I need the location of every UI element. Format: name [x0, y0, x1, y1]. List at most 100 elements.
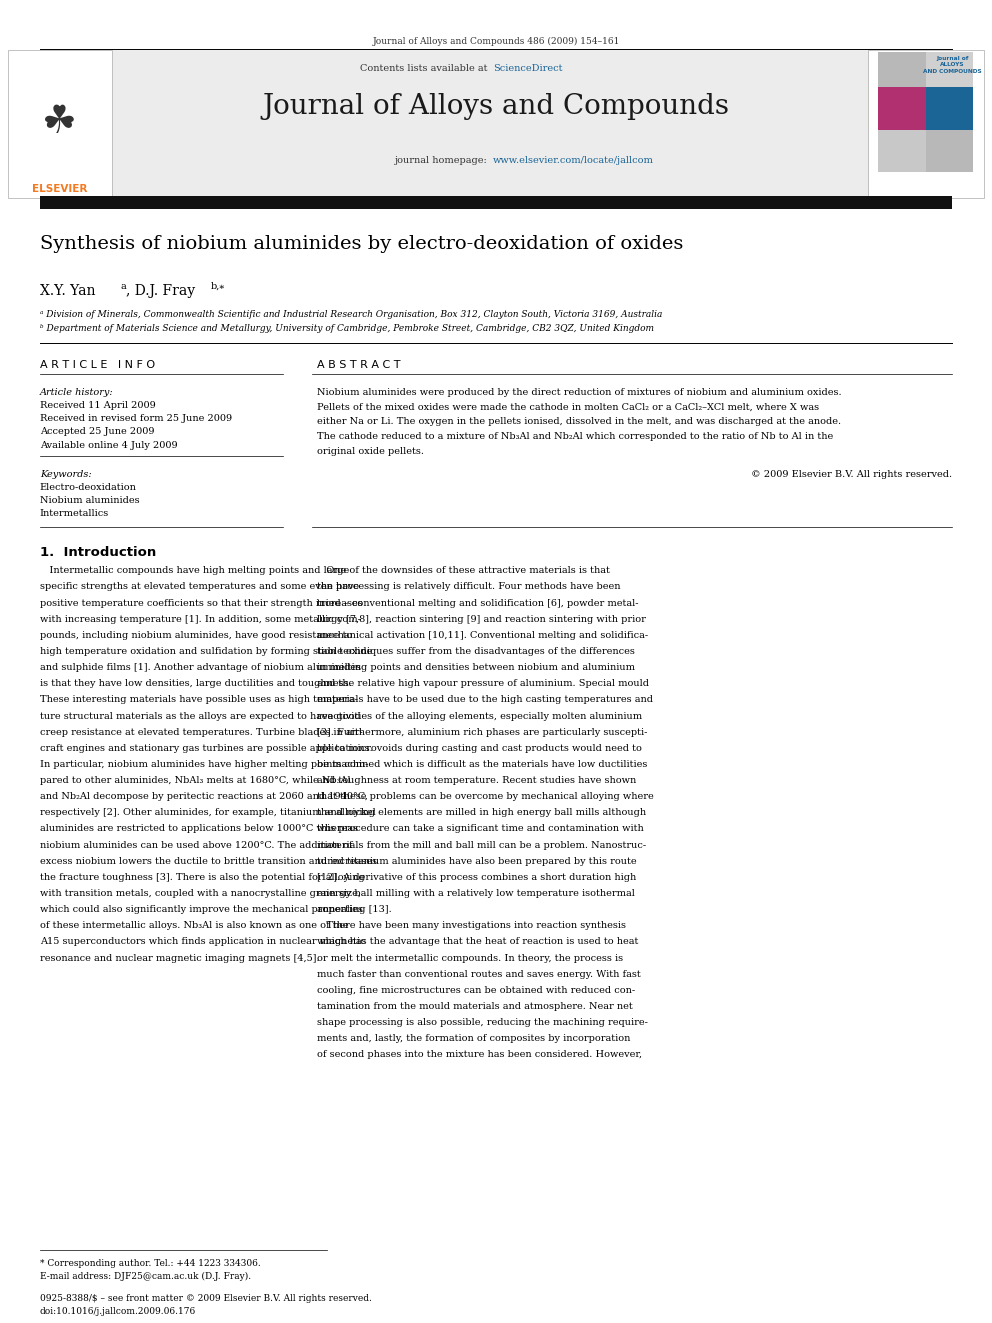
- Text: niobium aluminides can be used above 1200°C. The addition of: niobium aluminides can be used above 120…: [40, 840, 352, 849]
- Text: b,⁎: b,⁎: [210, 282, 224, 291]
- Text: much faster than conventional routes and saves energy. With fast: much faster than conventional routes and…: [317, 970, 641, 979]
- Text: A15 superconductors which finds application in nuclear magnetic: A15 superconductors which finds applicat…: [40, 938, 365, 946]
- Text: These interesting materials have possible uses as high tempera-: These interesting materials have possibl…: [40, 696, 357, 704]
- Text: A B S T R A C T: A B S T R A C T: [317, 360, 401, 370]
- Text: * Corresponding author. Tel.: +44 1223 334306.: * Corresponding author. Tel.: +44 1223 3…: [40, 1259, 261, 1269]
- Bar: [926, 87, 973, 130]
- Text: Accepted 25 June 2009: Accepted 25 June 2009: [40, 427, 154, 437]
- Text: of these intermetallic alloys. Nb₃Al is also known as one of the: of these intermetallic alloys. Nb₃Al is …: [40, 921, 348, 930]
- Text: annealing [13].: annealing [13].: [317, 905, 392, 914]
- Text: and sulphide films [1]. Another advantage of niobium aluminides: and sulphide films [1]. Another advantag…: [40, 663, 361, 672]
- Text: ScienceDirect: ScienceDirect: [493, 64, 562, 73]
- Text: [3]. Furthermore, aluminium rich phases are particularly suscepti-: [3]. Furthermore, aluminium rich phases …: [317, 728, 648, 737]
- Text: and the relative high vapour pressure of aluminium. Special mould: and the relative high vapour pressure of…: [317, 679, 650, 688]
- Text: ments and, lastly, the formation of composites by incorporation: ments and, lastly, the formation of comp…: [317, 1035, 631, 1044]
- Text: reactivities of the alloying elements, especially molten aluminium: reactivities of the alloying elements, e…: [317, 712, 643, 721]
- Text: A R T I C L E   I N F O: A R T I C L E I N F O: [40, 360, 155, 370]
- Text: Niobium aluminides were produced by the direct reduction of mixtures of niobium : Niobium aluminides were produced by the …: [317, 388, 842, 397]
- Text: Keywords:: Keywords:: [40, 470, 91, 479]
- Text: a: a: [120, 282, 126, 291]
- Text: ble to microvoids during casting and cast products would need to: ble to microvoids during casting and cas…: [317, 744, 642, 753]
- Text: mechanical activation [10,11]. Conventional melting and solidifica-: mechanical activation [10,11]. Conventio…: [317, 631, 649, 640]
- Bar: [926, 130, 973, 172]
- Text: specific strengths at elevated temperatures and some even have: specific strengths at elevated temperatu…: [40, 582, 359, 591]
- Bar: [926, 52, 973, 89]
- Text: Electro-deoxidation: Electro-deoxidation: [40, 483, 137, 492]
- Text: the fracture toughness [3]. There is also the potential for alloying: the fracture toughness [3]. There is als…: [40, 873, 364, 882]
- Text: materials have to be used due to the high casting temperatures and: materials have to be used due to the hig…: [317, 696, 654, 704]
- Text: Intermetallics: Intermetallics: [40, 509, 109, 519]
- Text: craft engines and stationary gas turbines are possible applications.: craft engines and stationary gas turbine…: [40, 744, 372, 753]
- Text: and toughness at room temperature. Recent studies have shown: and toughness at room temperature. Recen…: [317, 777, 637, 785]
- Text: X.Y. Yan: X.Y. Yan: [40, 284, 95, 299]
- Text: with transition metals, coupled with a nanocrystalline grain size,: with transition metals, coupled with a n…: [40, 889, 361, 898]
- Text: in melting points and densities between niobium and aluminium: in melting points and densities between …: [317, 663, 636, 672]
- Text: tamination from the mould materials and atmosphere. Near net: tamination from the mould materials and …: [317, 1002, 633, 1011]
- Text: or melt the intermetallic compounds. In theory, the process is: or melt the intermetallic compounds. In …: [317, 954, 624, 963]
- Text: Pellets of the mixed oxides were made the cathode in molten CaCl₂ or a CaCl₂–XCl: Pellets of the mixed oxides were made th…: [317, 402, 819, 411]
- Bar: [878, 52, 926, 89]
- Text: Intermetallic compounds have high melting points and large: Intermetallic compounds have high meltin…: [40, 566, 349, 576]
- Text: www.elsevier.com/locate/jallcom: www.elsevier.com/locate/jallcom: [493, 156, 654, 165]
- Bar: [878, 130, 926, 172]
- Text: 0925-8388/$ – see front matter © 2009 Elsevier B.V. All rights reserved.: 0925-8388/$ – see front matter © 2009 El…: [40, 1294, 372, 1303]
- Text: Available online 4 July 2009: Available online 4 July 2009: [40, 441, 178, 450]
- Bar: [868, 50, 984, 198]
- Bar: [8, 50, 112, 198]
- Text: Journal of
ALLOYS
AND COMPOUNDS: Journal of ALLOYS AND COMPOUNDS: [923, 56, 982, 74]
- Text: tured titanium aluminides have also been prepared by this route: tured titanium aluminides have also been…: [317, 857, 637, 865]
- Text: ture structural materials as the alloys are expected to have good: ture structural materials as the alloys …: [40, 712, 360, 721]
- Text: [12]. A derivative of this process combines a short duration high: [12]. A derivative of this process combi…: [317, 873, 637, 882]
- Text: resonance and nuclear magnetic imaging magnets [4,5].: resonance and nuclear magnetic imaging m…: [40, 954, 319, 963]
- Text: Article history:: Article history:: [40, 388, 113, 397]
- Bar: [40, 196, 952, 209]
- Bar: [40, 50, 873, 198]
- Text: pounds, including niobium aluminides, have good resistance to: pounds, including niobium aluminides, ha…: [40, 631, 352, 640]
- Text: the alloying elements are milled in high energy ball mills although: the alloying elements are milled in high…: [317, 808, 647, 818]
- Text: lurgy [7,8], reaction sintering [9] and reaction sintering with prior: lurgy [7,8], reaction sintering [9] and …: [317, 615, 647, 623]
- Text: There have been many investigations into reaction synthesis: There have been many investigations into…: [317, 921, 626, 930]
- Text: energy ball milling with a relatively low temperature isothermal: energy ball milling with a relatively lo…: [317, 889, 635, 898]
- Text: original oxide pellets.: original oxide pellets.: [317, 447, 425, 456]
- Text: Synthesis of niobium aluminides by electro-deoxidation of oxides: Synthesis of niobium aluminides by elect…: [40, 235, 683, 254]
- Text: excess niobium lowers the ductile to brittle transition and increases: excess niobium lowers the ductile to bri…: [40, 857, 377, 865]
- Text: be machined which is difficult as the materials have low ductilities: be machined which is difficult as the ma…: [317, 759, 648, 769]
- Bar: [878, 87, 926, 130]
- Text: cooling, fine microstructures can be obtained with reduced con-: cooling, fine microstructures can be obt…: [317, 986, 636, 995]
- Text: 1.  Introduction: 1. Introduction: [40, 546, 156, 560]
- Text: ☘: ☘: [42, 103, 77, 140]
- Text: and Nb₂Al decompose by peritectic reactions at 2060 and 1940°C,: and Nb₂Al decompose by peritectic reacti…: [40, 792, 368, 802]
- Text: positive temperature coefficients so that their strength increases: positive temperature coefficients so tha…: [40, 598, 362, 607]
- Text: aluminides are restricted to applications below 1000°C whereas: aluminides are restricted to application…: [40, 824, 358, 833]
- Text: which could also significantly improve the mechanical properties: which could also significantly improve t…: [40, 905, 362, 914]
- Text: One of the downsides of these attractive materials is that: One of the downsides of these attractive…: [317, 566, 610, 576]
- Text: which has the advantage that the heat of reaction is used to heat: which has the advantage that the heat of…: [317, 938, 639, 946]
- Text: The cathode reduced to a mixture of Nb₃Al and Nb₂Al which corresponded to the ra: The cathode reduced to a mixture of Nb₃A…: [317, 433, 833, 441]
- Text: this procedure can take a significant time and contamination with: this procedure can take a significant ti…: [317, 824, 644, 833]
- Text: the processing is relatively difficult. Four methods have been: the processing is relatively difficult. …: [317, 582, 621, 591]
- Text: © 2009 Elsevier B.V. All rights reserved.: © 2009 Elsevier B.V. All rights reserved…: [751, 470, 952, 479]
- Text: Niobium aluminides: Niobium aluminides: [40, 496, 139, 505]
- Text: ᵇ Department of Materials Science and Metallurgy, University of Cambridge, Pembr: ᵇ Department of Materials Science and Me…: [40, 324, 654, 333]
- Text: In particular, niobium aluminides have higher melting points com-: In particular, niobium aluminides have h…: [40, 759, 368, 769]
- Text: E-mail address: DJF25@cam.ac.uk (D.J. Fray).: E-mail address: DJF25@cam.ac.uk (D.J. Fr…: [40, 1271, 251, 1281]
- Text: pared to other aluminides, NbAl₃ melts at 1680°C, while Nb₃Al: pared to other aluminides, NbAl₃ melts a…: [40, 777, 350, 785]
- Text: with increasing temperature [1]. In addition, some metallic com-: with increasing temperature [1]. In addi…: [40, 615, 360, 623]
- Text: respectively [2]. Other aluminides, for example, titanium and nickel: respectively [2]. Other aluminides, for …: [40, 808, 375, 818]
- Text: shape processing is also possible, reducing the machining require-: shape processing is also possible, reduc…: [317, 1019, 649, 1027]
- Text: Journal of Alloys and Compounds: Journal of Alloys and Compounds: [263, 93, 729, 119]
- Text: high temperature oxidation and sulfidation by forming stable oxide: high temperature oxidation and sulfidati…: [40, 647, 372, 656]
- Text: Received 11 April 2009: Received 11 April 2009: [40, 401, 156, 410]
- Text: materials from the mill and ball mill can be a problem. Nanostruc-: materials from the mill and ball mill ca…: [317, 840, 647, 849]
- Text: Journal of Alloys and Compounds 486 (2009) 154–161: Journal of Alloys and Compounds 486 (200…: [372, 37, 620, 46]
- Text: Contents lists available at: Contents lists available at: [360, 64, 491, 73]
- Text: journal homepage:: journal homepage:: [395, 156, 491, 165]
- Text: , D.J. Fray: , D.J. Fray: [126, 284, 195, 299]
- Text: doi:10.1016/j.jallcom.2009.06.176: doi:10.1016/j.jallcom.2009.06.176: [40, 1307, 196, 1316]
- Text: that these problems can be overcome by mechanical alloying where: that these problems can be overcome by m…: [317, 792, 654, 802]
- Text: either Na or Li. The oxygen in the pellets ionised, dissolved in the melt, and w: either Na or Li. The oxygen in the pelle…: [317, 417, 841, 426]
- Text: ELSEVIER: ELSEVIER: [32, 184, 87, 194]
- Text: is that they have low densities, large ductilities and toughness.: is that they have low densities, large d…: [40, 679, 351, 688]
- Text: ᵃ Division of Minerals, Commonwealth Scientific and Industrial Research Organisa: ᵃ Division of Minerals, Commonwealth Sci…: [40, 310, 662, 319]
- Text: of second phases into the mixture has been considered. However,: of second phases into the mixture has be…: [317, 1050, 643, 1060]
